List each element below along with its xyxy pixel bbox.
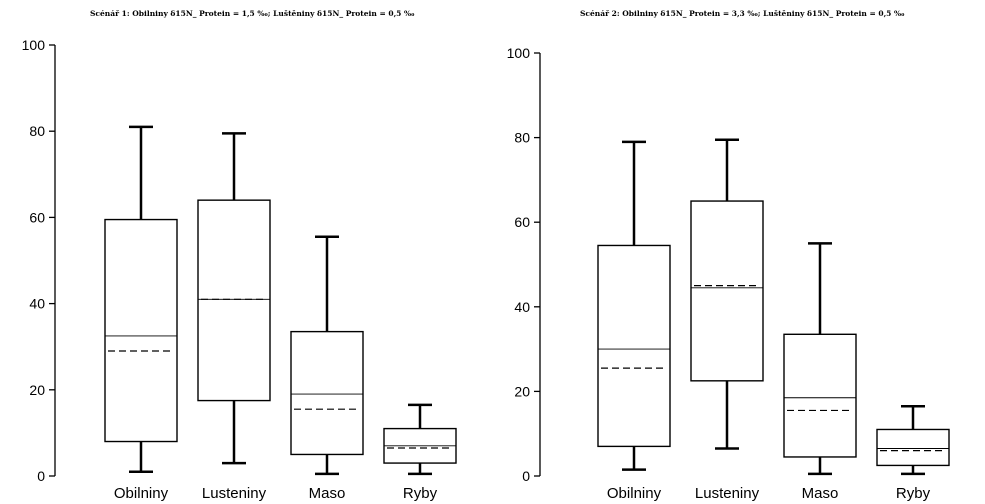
box-maso xyxy=(783,242,857,476)
box-lusteniny xyxy=(690,138,764,450)
y-tick-label: 40 xyxy=(29,296,45,312)
y-tick-label: 80 xyxy=(514,130,530,146)
box-lusteniny xyxy=(197,132,271,465)
y-tick-label: 0 xyxy=(522,468,530,484)
x-category-label: Lusteniny xyxy=(202,485,267,502)
iqr-box xyxy=(597,244,671,448)
chart-1: 0 20 40 60 80 100 Obilniny Lusteniny Maso Ryby xyxy=(22,37,457,502)
y-tick-label: 0 xyxy=(37,468,45,484)
iqr-box xyxy=(197,199,271,402)
box-ryby xyxy=(876,404,950,476)
box-maso xyxy=(290,235,364,476)
x-category-label: Maso xyxy=(802,485,839,502)
y-tick-label: 60 xyxy=(514,214,530,230)
iqr-box xyxy=(783,333,857,458)
y-tick-label: 100 xyxy=(22,37,46,53)
x-category-label: Obilniny xyxy=(607,485,662,502)
x-category-label: Ryby xyxy=(896,485,931,502)
chart-2-title: Scénář 2: Obilniny δ15N_ Protein = 3,3 ‰… xyxy=(580,9,905,18)
y-tick-label: 100 xyxy=(507,45,531,61)
x-category-label: Obilniny xyxy=(114,485,169,502)
x-category-label: Lusteniny xyxy=(695,485,760,502)
y-tick-label: 40 xyxy=(514,299,530,315)
iqr-box xyxy=(690,200,764,382)
x-category-label: Ryby xyxy=(403,485,438,502)
iqr-box xyxy=(876,428,950,467)
chart-2: 0 20 40 60 80 100 Obilniny Lusteniny Maso Ryby xyxy=(507,45,950,502)
x-category-label: Maso xyxy=(309,485,346,502)
iqr-box xyxy=(290,330,364,456)
y-tick-label: 20 xyxy=(29,382,45,398)
box-obilniny xyxy=(104,125,178,473)
box-obilniny xyxy=(597,140,671,471)
y-tick-label: 20 xyxy=(514,383,530,399)
y-tick-label: 60 xyxy=(29,209,45,225)
box-ryby xyxy=(383,403,457,476)
iqr-box xyxy=(104,218,178,443)
chart-1-title: Scénář 1: Obilniny δ15N_ Protein = 1,5 ‰… xyxy=(90,9,415,18)
y-tick-label: 80 xyxy=(29,123,45,139)
